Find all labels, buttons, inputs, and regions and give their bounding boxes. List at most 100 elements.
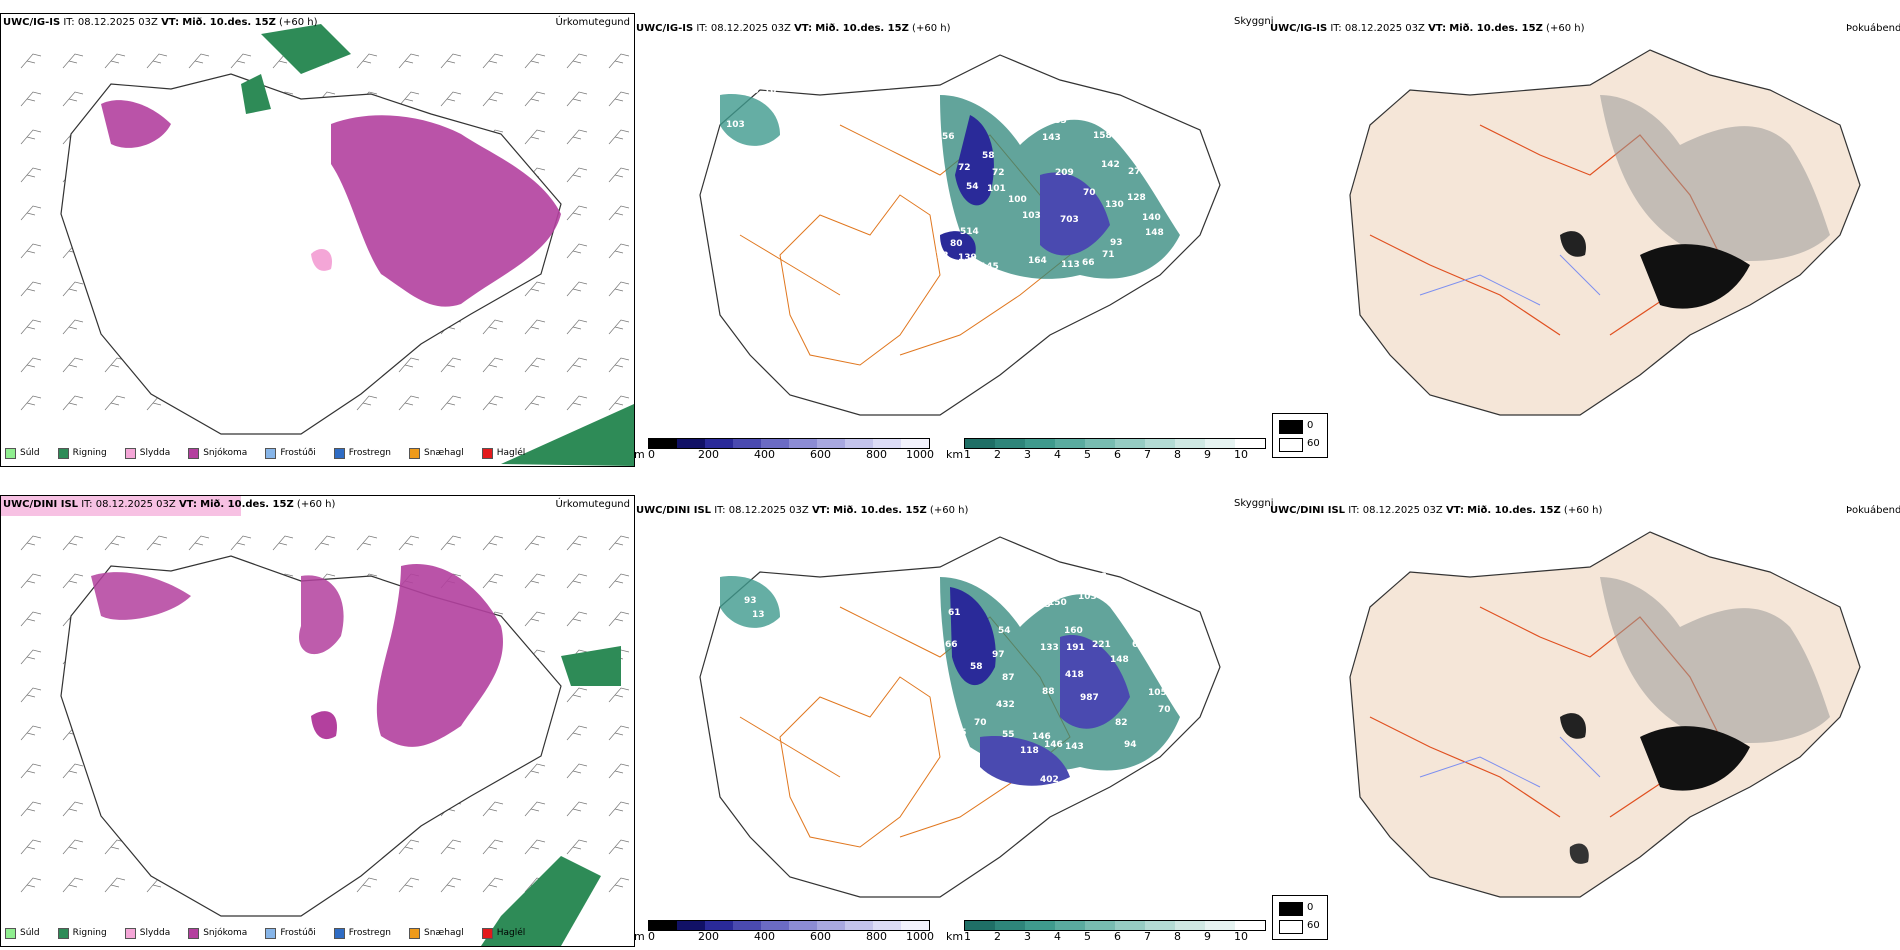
fog-swatch-high [1279,420,1303,434]
wind-barb [482,357,504,373]
legend-item: Snjókoma [188,447,247,459]
vis-value: 118 [1020,746,1039,756]
colorbar-tick: 10 [1234,448,1248,461]
colorbar-unit: km [946,448,964,461]
wind-barb [440,839,462,855]
wind-barb [20,53,42,69]
vis-value: 143 [1065,742,1084,752]
wind-barb [566,319,588,335]
wind-barb [608,395,630,411]
vis-value: 130 [1105,200,1124,210]
wind-barb [566,395,588,411]
vis-value: 56 [942,132,955,142]
vis-value: 103 [1078,592,1097,602]
colorbar-m-bar [648,920,930,931]
legend-item: Slydda [124,447,170,459]
wind-barb [62,535,84,551]
legend-item: Súld [5,447,40,459]
wind-barb [62,839,84,855]
wind-barb [524,535,546,551]
wind-barb [20,129,42,145]
vis-value: 143 [1042,133,1061,143]
legend-item: Snæhagl [409,447,464,459]
vis-value: 75 [954,728,967,738]
wind-barb [608,243,630,259]
vis-value: 88 [1042,687,1055,697]
colorbar-tick: 1000 [906,448,934,461]
fog-legend-low: 60 [1307,920,1320,931]
visibility-map-1: 293 10 103 58 392 84 46 185 255 184 158 … [699,54,1221,416]
legend-item: Rigning [57,447,107,459]
wind-barb [608,725,630,741]
wind-barb [524,53,546,69]
vis-value: 80 [1032,572,1045,582]
colorbar-tick: 6 [1114,930,1121,943]
legend-swatch [409,927,421,939]
precip-panel-1: UWC/IG-IS IT: 08.12.2025 03Z VT: Mið. 10… [0,13,635,467]
wind-barb [20,611,42,627]
colorbar-tick: 0 [648,930,655,943]
wind-barb [482,535,504,551]
colorbar-tick: 9 [1204,448,1211,461]
colorbar-tick: 4 [1054,930,1061,943]
wind-barb [146,535,168,551]
colorbar-tick: 6 [1114,448,1121,461]
wind-barb [524,319,546,335]
legend-swatch [481,927,493,939]
vis-value: 72 [992,168,1005,178]
wind-barb [566,53,588,69]
wind-barb [482,573,504,589]
colorbar-tick: 5 [1084,448,1091,461]
wind-barb [566,839,588,855]
colorbar-tick: 5 [1084,930,1091,943]
precip-legend-1: Súld Rigning Slydda Snjókoma Frostúði Fr… [5,446,525,460]
colorbar-tick: 2 [994,448,1001,461]
fog-legend-2: 0 60 [1272,895,1328,940]
colorbar-tick: 10 [1234,930,1248,943]
wind-barb [230,53,252,69]
vis-value: 85 [1166,670,1179,680]
vis-value: 58 [970,662,983,672]
wind-barb [566,281,588,297]
wind-barb [20,725,42,741]
colorbar-km-bar [964,920,1266,931]
colorbar-tick: 400 [754,448,775,461]
vis-value: 514 [960,227,979,237]
vis-value: 288 [1112,120,1131,130]
vis-value: 70 [974,718,987,728]
wind-barb [608,535,630,551]
colorbar-km-2: km 1 2 3 4 5 6 7 8 9 10 [946,920,1266,943]
colorbar-tick: 600 [810,448,831,461]
vis-title-1: Skyggni [1234,16,1274,27]
colorbar-tick: 800 [866,930,887,943]
wind-barb [20,357,42,373]
fog-legend-low: 60 [1307,438,1320,449]
colorbar-unit: m [634,448,645,461]
wind-barb [608,687,630,703]
wind-barb [524,91,546,107]
colorbar-tick: 200 [698,448,719,461]
colorbar-tick: 4 [1054,448,1061,461]
vis-value: 123 [1120,586,1139,596]
wind-barb [524,129,546,145]
wind-barb [608,319,630,335]
wind-barb [608,877,630,893]
vis-value: 105 [1148,688,1167,698]
wind-barb [20,91,42,107]
legend-swatch [124,447,136,459]
legend-item: Haglél [481,447,525,459]
wind-barb [566,725,588,741]
vis-value: 58 [780,622,793,632]
wind-barb [20,839,42,855]
vis-value: 66 [945,640,958,650]
wind-barb [398,395,420,411]
colorbar-tick: 1000 [906,930,934,943]
legend-swatch [481,447,493,459]
wind-barb [20,243,42,259]
wind-barb [608,573,630,589]
vis-value: 139 [958,253,977,263]
colorbar-m-bar [648,438,930,449]
precip-map-1 [20,24,634,466]
wind-barb [62,91,84,107]
wind-barb [608,357,630,373]
